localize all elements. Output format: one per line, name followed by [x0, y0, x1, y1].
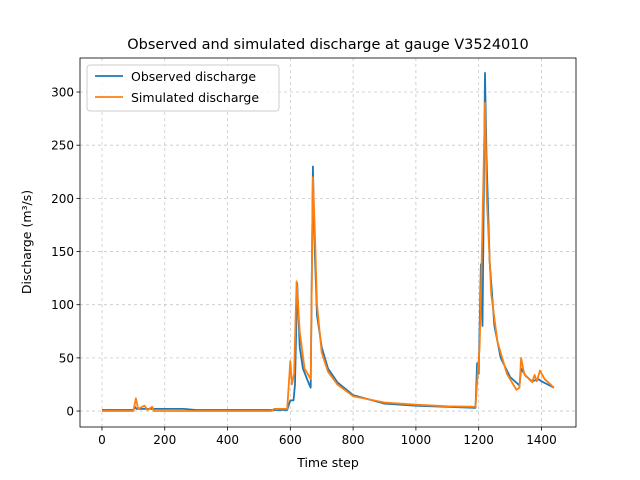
- y-tick-label: 250: [51, 139, 74, 153]
- legend-label-simulated: Simulated discharge: [131, 90, 259, 105]
- x-axis-label: Time step: [296, 455, 359, 470]
- legend: Observed discharge Simulated discharge: [86, 64, 280, 112]
- series-lines: [102, 72, 555, 412]
- x-tick-label: 1400: [526, 433, 557, 447]
- y-tick-label: 0: [66, 405, 74, 419]
- x-tick-label: 1000: [401, 433, 432, 447]
- legend-label-observed: Observed discharge: [131, 69, 256, 84]
- axes-frame: [79, 57, 577, 428]
- simulated-discharge-line: [102, 101, 555, 412]
- y-tick-label: 200: [51, 192, 74, 206]
- x-tick-label: 0: [98, 433, 106, 447]
- y-tick-label: 150: [51, 245, 74, 259]
- x-tick-label: 400: [216, 433, 239, 447]
- x-tick-label: 800: [342, 433, 365, 447]
- legend-box: [86, 64, 280, 112]
- y-tick-label: 300: [51, 86, 74, 100]
- y-tick-label: 50: [59, 351, 74, 365]
- y-tick-label: 100: [51, 298, 74, 312]
- chart-title: Observed and simulated discharge at gaug…: [127, 37, 528, 53]
- ticks: 0 200 400 600 800 1000 1200 1400 0 50 100 150 200 250…: [51, 86, 557, 447]
- x-tick-label: 600: [279, 433, 302, 447]
- x-tick-label: 1200: [463, 433, 494, 447]
- observed-discharge-line: [102, 72, 555, 411]
- x-tick-label: 200: [153, 433, 176, 447]
- y-axis-label: Discharge (m³/s): [19, 190, 34, 294]
